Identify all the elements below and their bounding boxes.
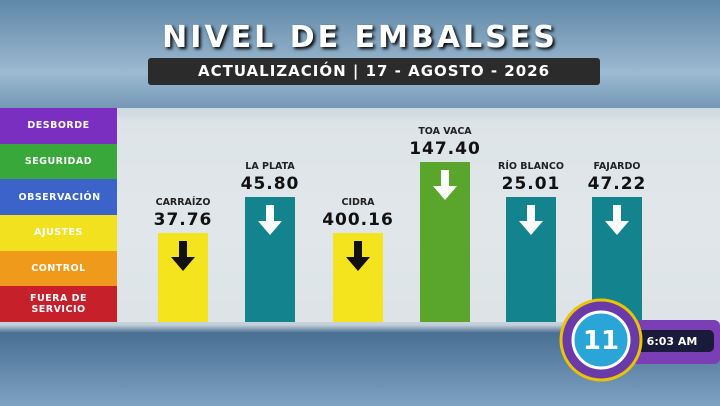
reservoir-value: 47.22 (587, 174, 647, 195)
level-label: DESBORDE (27, 120, 90, 132)
reservoir-bar (245, 197, 295, 322)
trend-arrow (433, 169, 457, 200)
arrow-shape (433, 169, 457, 200)
trend-arrow (171, 240, 195, 271)
level-label: AJUSTES (34, 227, 83, 239)
reservoir-name: RÍO BLANCO (498, 161, 564, 173)
arrow-shape (258, 205, 282, 236)
trend-arrow (346, 240, 370, 271)
level-band: OBSERVACIÓN (0, 179, 117, 215)
trend-arrow (519, 205, 543, 236)
reservoir-bar (420, 161, 470, 322)
level-band: CONTROL (0, 250, 117, 287)
arrow-shape (519, 205, 543, 236)
title: NIVEL DE EMBALSES (162, 20, 558, 55)
logo-disc (571, 310, 631, 370)
level-band: SEGURIDAD (0, 143, 117, 180)
level-label: OBSERVACIÓN (18, 191, 101, 203)
reservoir-name: CIDRA (341, 196, 375, 208)
logo: 11 6:03 AM (559, 298, 720, 382)
reservoir-value: 400.16 (322, 209, 394, 230)
level-band: AJUSTES (0, 215, 117, 251)
reservoir-bar (158, 232, 208, 322)
reservoir-name: CARRAÍZO (155, 196, 211, 208)
reservoir-value: 147.40 (409, 138, 481, 159)
time: 6:03 AM (647, 335, 698, 348)
reservoir-name: LA PLATA (245, 161, 295, 173)
reservoir-value: 25.01 (501, 174, 561, 195)
level-band: DESBORDE (0, 108, 117, 144)
reservoir-value: 37.76 (153, 209, 213, 230)
trend-arrow (605, 205, 629, 236)
arrow-shape (171, 240, 195, 271)
time-box (630, 330, 714, 352)
reservoir-bar (506, 197, 556, 322)
arrow-shape (605, 205, 629, 236)
level-label: FUERA DE SERVICIO (29, 293, 88, 316)
reservoir-bar (333, 232, 383, 322)
reservoir-name: FAJARDO (593, 161, 641, 173)
trend-arrow (258, 205, 282, 236)
level-band: FUERA DE SERVICIO (0, 286, 117, 322)
level-label: CONTROL (31, 262, 86, 274)
channel-number: 11 (583, 326, 619, 356)
level-label: SEGURIDAD (24, 155, 93, 167)
reservoir-name: TOA VACA (418, 125, 472, 137)
reservoir-value: 45.80 (240, 174, 300, 195)
arrow-shape (346, 240, 370, 271)
subtitle: ACTUALIZACIÓN | 17 - AGOSTO - 2026 (148, 58, 600, 85)
